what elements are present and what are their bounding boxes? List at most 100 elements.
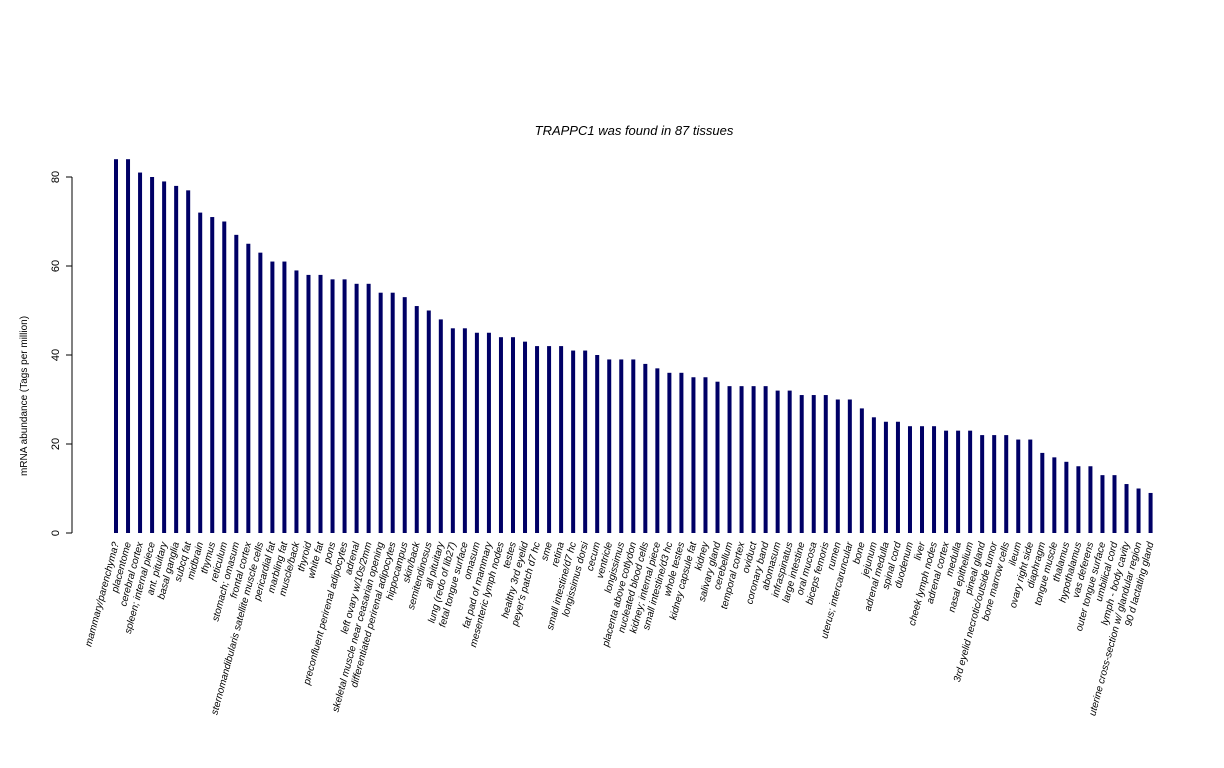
bar: [390, 292, 395, 533]
bar: [811, 395, 816, 533]
bar: [210, 217, 215, 534]
bar: [871, 417, 876, 533]
bar: [920, 426, 925, 533]
bar: [318, 274, 323, 533]
bar: [763, 386, 768, 533]
bar: [510, 337, 515, 533]
bar: [883, 421, 888, 533]
bar: [895, 421, 900, 533]
y-tick-label: 40: [50, 349, 62, 361]
bar: [607, 359, 612, 533]
bar: [450, 328, 455, 533]
bar: [956, 430, 961, 533]
bar: [643, 363, 648, 533]
bar: [523, 341, 528, 533]
bar: [126, 159, 131, 533]
x-tick-label: liver: [913, 540, 929, 561]
bar: [174, 185, 179, 533]
bars: [114, 159, 1153, 534]
bar: [679, 372, 684, 533]
bar: [246, 243, 251, 533]
bar: [162, 181, 167, 533]
y-axis-label: mRNA abundance (Tags per million): [19, 316, 30, 476]
bar: [198, 212, 203, 533]
bar: [330, 279, 335, 533]
bar: [1076, 466, 1081, 533]
bar: [282, 261, 287, 533]
bar: [1004, 435, 1009, 533]
bar: [438, 319, 443, 533]
bar: [932, 426, 937, 533]
bar: [775, 390, 780, 533]
chart-title: TRAPPC1 was found in 87 tissues: [535, 123, 734, 138]
bar: [619, 359, 624, 533]
bar: [980, 435, 985, 533]
y-tick-label: 20: [50, 438, 62, 450]
bar: [715, 381, 720, 533]
bar: [462, 328, 467, 533]
bar: [294, 270, 299, 533]
bar: [1016, 439, 1021, 533]
bar: [691, 377, 696, 533]
bar: [703, 377, 708, 533]
bar: [498, 337, 503, 533]
bar: [1124, 484, 1129, 533]
bar: [655, 368, 660, 533]
bar: [1088, 466, 1093, 533]
bar: [366, 283, 371, 533]
x-tick-label: mammary/parenchyma?: [83, 541, 122, 648]
bar: [907, 426, 912, 533]
bar: [739, 386, 744, 533]
bar: [535, 346, 540, 533]
bar: [944, 430, 949, 533]
bar: [1148, 492, 1153, 533]
bar: [727, 386, 732, 533]
bar: [1052, 457, 1057, 533]
bar: [667, 372, 672, 533]
bar: [378, 292, 383, 533]
bar: [1040, 452, 1045, 533]
bar: [426, 310, 431, 533]
bar: [835, 399, 840, 533]
bar: [222, 221, 227, 533]
bar: [138, 172, 143, 534]
y-tick-label: 80: [50, 171, 62, 183]
bar: [114, 159, 118, 533]
bar: [354, 283, 359, 533]
bar: [402, 297, 407, 533]
bar: [799, 395, 804, 533]
bar: [847, 399, 852, 533]
bar: [1064, 461, 1069, 533]
bar: [1100, 475, 1105, 533]
bar: [1112, 475, 1117, 533]
bar: [992, 435, 997, 533]
bar: [486, 332, 491, 533]
bar: [474, 332, 479, 533]
bar: [414, 306, 419, 533]
bar: [1136, 488, 1141, 533]
bar: [631, 359, 636, 533]
bar: [1028, 439, 1033, 533]
bar: [234, 234, 239, 533]
bar: [595, 355, 600, 533]
bar: [342, 279, 347, 533]
bar: [270, 261, 275, 533]
bar: [571, 350, 576, 533]
bar: [306, 274, 311, 533]
bar: [583, 350, 588, 533]
y-tick-label: 60: [50, 260, 62, 272]
bar: [968, 430, 973, 533]
bar: [859, 408, 864, 533]
bar: [258, 252, 263, 533]
bar: [559, 346, 564, 533]
x-tick-label: sme: [539, 541, 555, 563]
bar: [787, 390, 792, 533]
y-axis: 0 20 40 60 80: [50, 171, 73, 536]
y-tick-label: 0: [50, 530, 62, 536]
bar: [823, 395, 828, 533]
bar: [186, 190, 191, 533]
bar: [751, 386, 756, 533]
